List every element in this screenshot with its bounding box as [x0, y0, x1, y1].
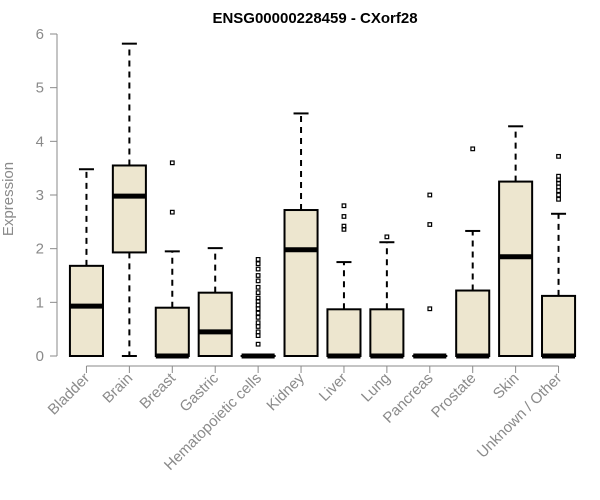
- outlier-point: [556, 196, 561, 202]
- y-tick-label: 5: [36, 80, 44, 97]
- boxplot-pancreas: [412, 192, 448, 359]
- boxplot-bladder: [68, 168, 104, 357]
- outlier-point: [255, 273, 261, 278]
- outlier-point: [556, 192, 561, 198]
- boxplot-brain: [111, 42, 147, 357]
- outlier-point: [169, 209, 175, 215]
- boxplot-gastric: [197, 247, 233, 358]
- outlier-point: [427, 306, 433, 312]
- outlier-point: [255, 310, 261, 316]
- boxplot-prostate: [455, 146, 491, 359]
- outlier-point: [341, 203, 347, 209]
- x-tick-label: Kidney: [263, 369, 308, 414]
- x-tick-label: Brain: [99, 370, 136, 407]
- outlier-point: [255, 278, 261, 284]
- x-tick-label: Liver: [316, 370, 351, 405]
- box: [154, 306, 190, 358]
- boxplot-breast: [154, 160, 190, 359]
- y-tick-label: 3: [36, 187, 44, 204]
- box: [197, 291, 233, 358]
- outlier-point: [255, 302, 261, 308]
- x-tick-label: Lung: [358, 370, 394, 406]
- outlier-point: [255, 314, 261, 320]
- outlier-point: [427, 192, 433, 198]
- y-tick-label: 4: [36, 133, 44, 150]
- boxplots: [68, 42, 577, 359]
- outlier-point: [556, 177, 561, 183]
- outlier-point: [341, 223, 347, 229]
- y-axis: 0 1 2 3 4 5 6: [36, 26, 58, 365]
- outlier-point: [255, 329, 261, 335]
- y-tick-label: 6: [36, 26, 44, 43]
- outlier-point: [255, 324, 261, 329]
- outlier-point: [341, 214, 347, 219]
- outlier-point: [255, 284, 261, 290]
- boxplot-kidney: [283, 112, 319, 357]
- box: [498, 180, 534, 357]
- y-tick-label: 0: [36, 348, 44, 365]
- x-tick-label: Skin: [490, 370, 523, 403]
- box: [68, 264, 104, 357]
- outlier-point: [556, 153, 561, 159]
- box: [541, 294, 577, 358]
- outlier-point: [556, 184, 561, 190]
- boxplot-skin: [498, 125, 534, 357]
- outlier-point: [255, 306, 261, 312]
- outlier-point: [470, 146, 476, 152]
- x-tick-label: Prostate: [428, 370, 480, 422]
- outlier-point: [255, 290, 261, 296]
- boxplot-unknown-other: [541, 153, 577, 359]
- outlier-point: [427, 222, 433, 227]
- box: [369, 308, 405, 357]
- boxplot-lung: [369, 234, 405, 359]
- outlier-point: [255, 320, 261, 326]
- boxplot-hematopoietic-cells: [240, 257, 276, 359]
- outlier-point: [169, 160, 175, 166]
- outlier-point: [255, 257, 261, 262]
- y-tick-label: 2: [36, 241, 44, 258]
- outlier-point: [556, 188, 561, 194]
- chart-title: ENSG00000228459 - CXorf28: [212, 10, 417, 27]
- x-tick-label: Bladder: [45, 370, 94, 419]
- outlier-point: [556, 173, 561, 179]
- x-tick-label: Breast: [136, 369, 179, 412]
- box: [455, 289, 491, 358]
- outlier-point: [255, 295, 261, 301]
- box: [326, 308, 362, 357]
- y-tick-label: 1: [36, 294, 44, 311]
- y-axis-label: Expression: [0, 162, 17, 236]
- outlier-point: [255, 261, 261, 267]
- box: [111, 164, 147, 254]
- box: [283, 209, 319, 357]
- outlier-point: [384, 234, 390, 240]
- boxplot-liver: [326, 203, 362, 359]
- outlier-point: [255, 333, 261, 339]
- outlier-point: [255, 266, 261, 272]
- outlier-point: [255, 341, 261, 347]
